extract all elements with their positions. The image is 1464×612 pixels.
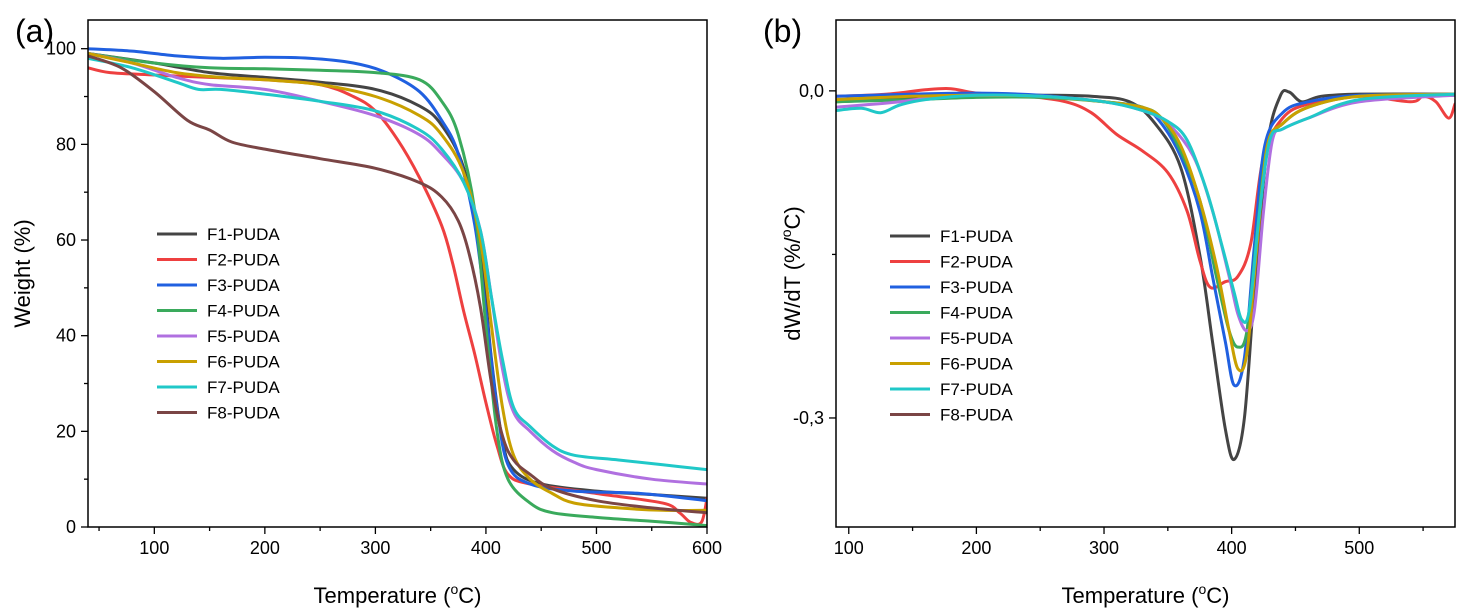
plot-frame (835, 19, 1456, 528)
series-line-f3-puda (836, 91, 1455, 388)
series-line-f7-puda (836, 92, 1455, 324)
series-line-f6-puda (88, 52, 707, 512)
x-tick-label: 100 (139, 538, 169, 558)
legend-label: F3-PUDA (940, 278, 1013, 297)
legend-label: F5-PUDA (207, 327, 280, 346)
y-tick-label: -0,3 (793, 408, 824, 428)
legend-label: F1-PUDA (940, 227, 1013, 246)
legend: F1-PUDA F2-PUDA F3-PUDA F4-PUDA F5-PUDA F6-PU… (890, 227, 1013, 425)
legend-label: F2-PUDA (940, 253, 1013, 272)
series-line-f4-puda (836, 93, 1455, 349)
y-tick-label: 60 (56, 230, 76, 250)
series-line-f5-puda (836, 93, 1455, 333)
x-tick-label: 100 (834, 538, 864, 558)
x-tick-label: 200 (250, 538, 280, 558)
y-axis-title: Weight (%) (10, 219, 35, 327)
x-tick-label: 400 (471, 538, 501, 558)
legend: F1-PUDA F2-PUDA F3-PUDA F4-PUDA F5-PUDA F6-PU… (157, 225, 280, 423)
x-tick-label: 400 (1217, 538, 1247, 558)
y-tick-label: 100 (46, 39, 76, 59)
panel-label: (b) (763, 13, 802, 49)
series-line-f1-puda (836, 88, 1455, 461)
series-group (836, 86, 1455, 461)
legend-label: F4-PUDA (207, 302, 280, 321)
x-tick-label: 500 (1344, 538, 1374, 558)
x-axis-title: Temperature (oC) (1062, 581, 1230, 608)
x-tick-label: 600 (692, 538, 722, 558)
legend-label: F7-PUDA (207, 378, 280, 397)
series-line-f2-puda (836, 86, 1455, 290)
legend-label: F6-PUDA (207, 353, 280, 372)
y-axis-title: dW/dT (%/oC) (778, 206, 805, 341)
y-tick-label: 0,0 (799, 81, 824, 101)
legend-label: F2-PUDA (207, 251, 280, 270)
series-group (88, 47, 707, 527)
panel-label: (a) (15, 13, 54, 49)
y-tick-label: 0 (66, 517, 76, 537)
legend-label: F3-PUDA (207, 276, 280, 295)
chart-panel-b: (b) 100 200 300 400 500 0,0 -0,3 Temperature (oC… (763, 13, 1456, 608)
y-tick-label: 40 (56, 326, 76, 346)
legend-label: F5-PUDA (940, 329, 1013, 348)
series-line-f8-puda (88, 54, 707, 515)
series-line-f3-puda (88, 47, 707, 503)
legend-label: F1-PUDA (207, 225, 280, 244)
legend-label: F8-PUDA (940, 406, 1013, 425)
y-tick-label: 20 (56, 421, 76, 441)
series-line-f6-puda (836, 92, 1455, 373)
series-line-f2-puda (88, 66, 707, 526)
plot-frame (87, 19, 708, 528)
x-axis-title: Temperature (oC) (314, 581, 482, 608)
x-tick-label: 300 (1089, 538, 1119, 558)
chart-panel-a: (a)100 200 300 400 500 600020406080100Tempera… (10, 13, 722, 608)
y-tick-label: 80 (56, 134, 76, 154)
series-line-f7-puda (88, 56, 707, 472)
legend-label: F7-PUDA (940, 380, 1013, 399)
legend-label: F4-PUDA (940, 304, 1013, 323)
x-tick-label: 500 (581, 538, 611, 558)
legend-label: F6-PUDA (940, 355, 1013, 374)
legend-label: F8-PUDA (207, 404, 280, 423)
series-line-f4-puda (88, 52, 707, 527)
x-tick-label: 200 (961, 538, 991, 558)
x-tick-label: 300 (360, 538, 390, 558)
